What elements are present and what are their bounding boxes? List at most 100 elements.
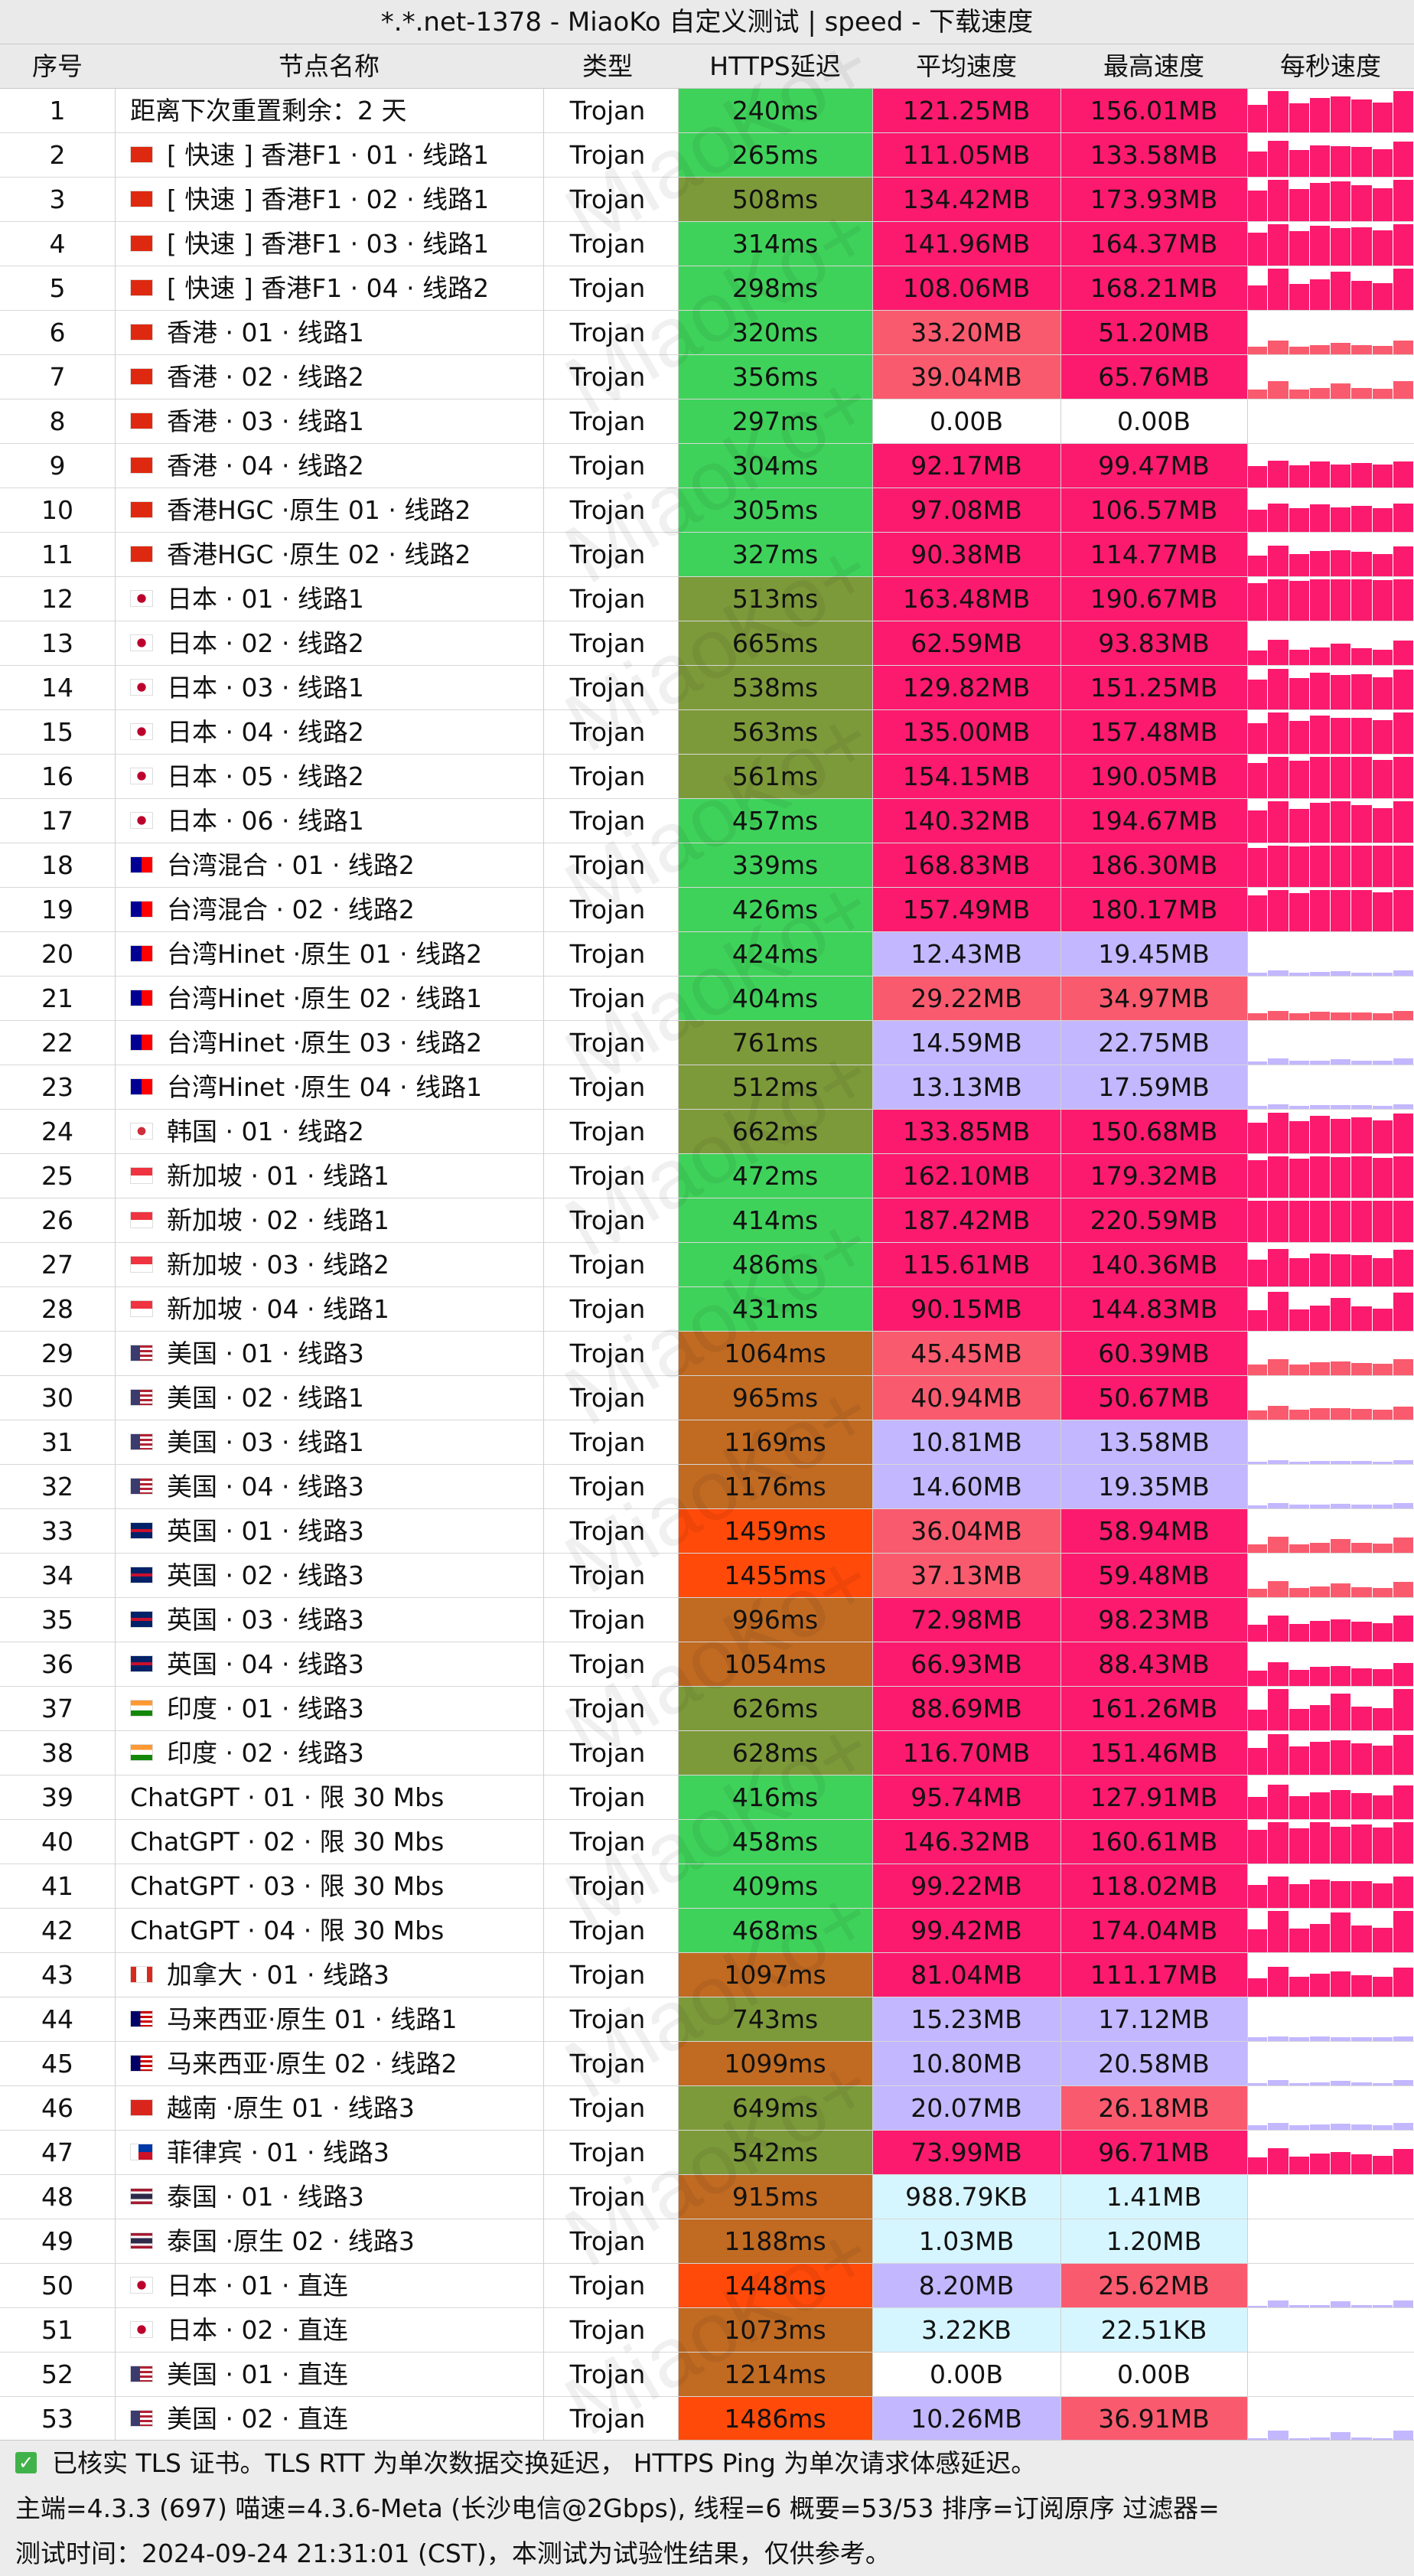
row-index-text: 14 [41,673,73,703]
latency-cell-text: 314ms [731,229,819,259]
sparkline-bar [1372,1505,1393,1508]
sparkline-bar [1247,466,1268,487]
max-speed-cell: 151.46MB [1060,1731,1247,1775]
sparkline-bar [1393,640,1413,665]
table-row[interactable]: 37 印度 · 01 · 线路3 Trojan 626ms 88.69MB 161.26M… [0,1687,1414,1731]
table-row[interactable]: 50 日本 · 01 · 直连 Trojan 1448ms 8.20MB 25.62MB [0,2264,1414,2308]
table-row[interactable]: 20 台湾Hinet ·原生 01 · 线路2 Trojan 424ms 12.43MB… [0,932,1414,977]
table-row[interactable]: 48 泰国 · 01 · 线路3 Trojan 915ms 988.79KB 1.41MB [0,2175,1414,2219]
table-row[interactable]: 29 美国 · 01 · 线路3 Trojan 1064ms 45.45MB 60.39M… [0,1332,1414,1376]
sparkline-bar [1393,1406,1413,1420]
table-row[interactable]: 24 韩国 · 01 · 线路2 Trojan 662ms 133.85MB 150.68… [0,1110,1414,1154]
per-second-sparkline [1247,932,1414,976]
per-second-sparkline [1247,311,1414,354]
node-type-text: Trojan [569,1694,646,1723]
table-row[interactable]: 43 加拿大 · 01 · 线路3 Trojan 1097ms 81.04MB 111.1… [0,1953,1414,1997]
latency-cell: 327ms [678,533,872,576]
header-avg-speed[interactable]: 平均速度 [916,51,1017,81]
table-row[interactable]: 46 越南 ·原生 01 · 线路3 Trojan 649ms 20.07MB 26.18… [0,2086,1414,2131]
table-row[interactable]: 21 台湾Hinet ·原生 02 · 线路1 Trojan 404ms 29.22MB… [0,977,1414,1021]
table-row[interactable]: 49 泰国 ·原生 02 · 线路3 Trojan 1188ms 1.03MB 1.20M… [0,2219,1414,2264]
table-row[interactable]: 30 美国 · 02 · 线路1 Trojan 965ms 40.94MB 50.67MB [0,1376,1414,1420]
node-name-text: 日本 · 01 · 直连 [167,2271,348,2300]
row-index-text: 29 [41,1339,73,1368]
table-row[interactable]: 32 美国 · 04 · 线路3 Trojan 1176ms 14.60MB 19.35M… [0,1465,1414,1509]
table-row[interactable]: 14 日本 · 03 · 线路1 Trojan 538ms 129.82MB 151.25… [0,666,1414,710]
max-speed-cell-text: 151.25MB [1090,673,1218,703]
avg-speed-cell-text: 154.15MB [902,761,1031,791]
table-row[interactable]: 8 香港 · 03 · 线路1 Trojan 297ms 0.00B 0.00B [0,399,1414,444]
header-type[interactable]: 类型 [582,51,633,81]
sparkline-bar [1289,508,1309,532]
table-row[interactable]: 36 英国 · 04 · 线路3 Trojan 1054ms 66.93MB 88.43M… [0,1642,1414,1687]
table-row[interactable]: 35 英国 · 03 · 线路3 Trojan 996ms 72.98MB 98.23MB [0,1598,1414,1642]
table-row[interactable]: 34 英国 · 02 · 线路3 Trojan 1455ms 37.13MB 59.48M… [0,1554,1414,1598]
latency-cell: 965ms [678,1376,872,1420]
node-type: Trojan [543,1065,672,1109]
sparkline-bar [1331,227,1351,266]
per-second-sparkline [1247,1110,1414,1153]
table-row[interactable]: 2 [ 快速 ] 香港F1 · 01 · 线路1 Trojan 265ms 111.05… [0,133,1414,178]
table-row[interactable]: 10 香港HGC ·原生 01 · 线路2 Trojan 305ms 97.08MB 10… [0,488,1414,533]
sparkline-bar [1309,716,1330,754]
sparkline-bar [1393,180,1413,221]
table-row[interactable]: 27 新加坡 · 03 · 线路2 Trojan 486ms 115.61MB 140.3… [0,1243,1414,1287]
header-node-name[interactable]: 节点名称 [279,51,380,81]
table-row[interactable]: 19 台湾混合 · 02 · 线路2 Trojan 426ms 157.49MB 180.… [0,888,1414,932]
table-row[interactable]: 16 日本 · 05 · 线路2 Trojan 561ms 154.15MB 190.05… [0,755,1414,799]
table-row[interactable]: 39 ChatGPT · 01 · 限 30 Mbs Trojan 416ms 95.7… [0,1775,1414,1820]
sparkline-bar [1309,1792,1330,1819]
per-second-sparkline [1247,1775,1414,1819]
node-type-text: Trojan [569,2404,646,2434]
table-row[interactable]: 13 日本 · 02 · 线路2 Trojan 665ms 62.59MB 93.83MB [0,621,1414,666]
node-type-text: Trojan [569,184,646,214]
header-index[interactable]: 序号 [32,51,83,81]
table-row[interactable]: 31 美国 · 03 · 线路1 Trojan 1169ms 10.81MB 13.58M… [0,1420,1414,1465]
sparkline-bar [1351,1706,1372,1730]
table-row[interactable]: 5 [ 快速 ] 香港F1 · 04 · 线路2 Trojan 298ms 108.06… [0,266,1414,311]
table-row[interactable]: 15 日本 · 04 · 线路2 Trojan 563ms 135.00MB 157.48… [0,710,1414,755]
sparkline-bar [1309,1742,1330,1775]
sparkline-bar [1372,1795,1393,1819]
table-row[interactable]: 22 台湾Hinet ·原生 03 · 线路2 Trojan 761ms 14.59MB… [0,1021,1414,1065]
table-row[interactable]: 38 印度 · 02 · 线路3 Trojan 628ms 116.70MB 151.46… [0,1731,1414,1775]
table-row[interactable]: 52 美国 · 01 · 直连 Trojan 1214ms 0.00B 0.00B [0,2353,1414,2397]
table-row[interactable]: 23 台湾Hinet ·原生 04 · 线路1 Trojan 512ms 13.13MB… [0,1065,1414,1110]
table-row[interactable]: 11 香港HGC ·原生 02 · 线路2 Trojan 327ms 90.38MB 11… [0,533,1414,577]
table-row[interactable]: 18 台湾混合 · 01 · 线路2 Trojan 339ms 168.83MB 186.… [0,843,1414,888]
table-row[interactable]: 41 ChatGPT · 03 · 限 30 Mbs Trojan 409ms 99.2… [0,1864,1414,1909]
table-row[interactable]: 1 距离下次重置剩余：2 天 Trojan 240ms 121.25MB 156.01MB [0,89,1414,133]
header-per-second-speed[interactable]: 每秒速度 [1280,51,1381,81]
table-row[interactable]: 45 马来西亚·原生 02 · 线路2 Trojan 1099ms 10.80MB 20.… [0,2042,1414,2086]
table-row[interactable]: 53 美国 · 02 · 直连 Trojan 1486ms 10.26MB 36.91MB [0,2397,1414,2441]
table-row[interactable]: 4 [ 快速 ] 香港F1 · 03 · 线路1 Trojan 314ms 141.96… [0,222,1414,266]
row-index: 28 [0,1287,115,1331]
node-name-text: 日本 · 04 · 线路2 [167,717,364,747]
sparkline-bar [1393,1662,1413,1686]
node-type: Trojan [543,1376,672,1420]
table-row[interactable]: 7 香港 · 02 · 线路2 Trojan 356ms 39.04MB 65.76MB [0,355,1414,399]
table-row[interactable]: 42 ChatGPT · 04 · 限 30 Mbs Trojan 468ms 99.4… [0,1909,1414,1953]
table-row[interactable]: 40 ChatGPT · 02 · 限 30 Mbs Trojan 458ms 146.… [0,1820,1414,1864]
node-name: 美国 · 02 · 直连 [115,2397,543,2441]
sparkline-bar [1309,1621,1330,1642]
header-max-speed[interactable]: 最高速度 [1103,51,1204,81]
table-row[interactable]: 28 新加坡 · 04 · 线路1 Trojan 431ms 90.15MB 144.83… [0,1287,1414,1332]
table-row[interactable]: 6 香港 · 01 · 线路1 Trojan 320ms 33.20MB 51.20MB [0,311,1414,355]
table-row[interactable]: 33 英国 · 01 · 线路3 Trojan 1459ms 36.04MB 58.94M… [0,1509,1414,1554]
table-row[interactable]: 51 日本 · 02 · 直连 Trojan 1073ms 3.22KB 22.51KB [0,2308,1414,2353]
table-row[interactable]: 17 日本 · 06 · 线路1 Trojan 457ms 140.32MB 194.67… [0,799,1414,843]
sparkline-bar [1247,1122,1268,1153]
table-row[interactable]: 26 新加坡 · 02 · 线路1 Trojan 414ms 187.42MB 220.5… [0,1198,1414,1243]
header-latency[interactable]: HTTPS延迟 [709,51,841,81]
table-row[interactable]: 3 [ 快速 ] 香港F1 · 02 · 线路1 Trojan 508ms 134.42… [0,178,1414,222]
table-row[interactable]: 25 新加坡 · 01 · 线路1 Trojan 472ms 162.10MB 179.3… [0,1154,1414,1198]
avg-speed-cell: 66.93MB [872,1642,1060,1686]
table-row[interactable]: 9 香港 · 04 · 线路2 Trojan 304ms 92.17MB 99.47MB [0,444,1414,488]
hk-flag-icon [130,279,153,296]
table-row[interactable]: 12 日本 · 01 · 线路1 Trojan 513ms 163.48MB 190.67… [0,577,1414,621]
table-row[interactable]: 47 菲律宾 · 01 · 线路3 Trojan 542ms 73.99MB 96.71M… [0,2131,1414,2175]
node-type-text: Trojan [569,673,646,703]
max-speed-cell-text: 111.17MB [1090,1960,1218,1990]
table-row[interactable]: 44 马来西亚·原生 01 · 线路1 Trojan 743ms 15.23MB 17.1… [0,1997,1414,2042]
